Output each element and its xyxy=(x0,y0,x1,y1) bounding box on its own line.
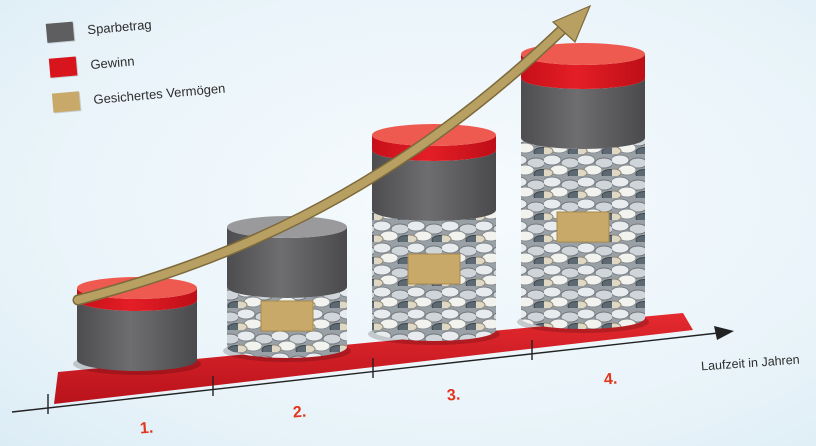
x-tick-label: 1. xyxy=(139,419,154,438)
bar-top-cap xyxy=(521,43,645,65)
x-axis-line xyxy=(11,332,719,413)
bar-group xyxy=(368,124,500,345)
legend-item-sparbetrag: Sparbetrag xyxy=(45,15,153,43)
bar-segment-gewinn xyxy=(521,54,645,89)
x-tick-label: 3. xyxy=(446,386,461,405)
gesichert-marker xyxy=(556,211,610,243)
bar-segment-gewinn xyxy=(77,288,197,311)
legend-label: Gesichertes Vermögen xyxy=(92,80,226,108)
bar-segment-sparbetrag xyxy=(227,227,347,298)
x-tick-label: 4. xyxy=(603,370,618,389)
x-axis-arrowhead xyxy=(714,326,734,340)
trend-arrow-head xyxy=(551,4,592,44)
legend-label: Sparbetrag xyxy=(86,16,153,38)
bar-segment-sparbetrag xyxy=(77,300,197,371)
bar-segment-sparbetrag xyxy=(521,78,645,149)
gesichert-marker xyxy=(407,253,461,285)
legend-label: Gewinn xyxy=(89,53,136,73)
bar-group xyxy=(517,43,649,333)
legend-item-gewinn: Gewinn xyxy=(48,51,136,78)
x-tick-label: 2. xyxy=(292,403,307,422)
legend-swatch-gewinn xyxy=(48,56,78,78)
legend-item-gesichert: Gesichertes Vermögen xyxy=(51,79,226,113)
bar-segment-sparbetrag xyxy=(372,150,496,221)
trend-arrow-line xyxy=(74,22,570,304)
legend-swatch-sparbetrag xyxy=(45,21,75,43)
legend-swatch-gesichert xyxy=(51,91,81,113)
bar-group xyxy=(223,216,351,362)
gesichert-marker xyxy=(260,300,314,332)
